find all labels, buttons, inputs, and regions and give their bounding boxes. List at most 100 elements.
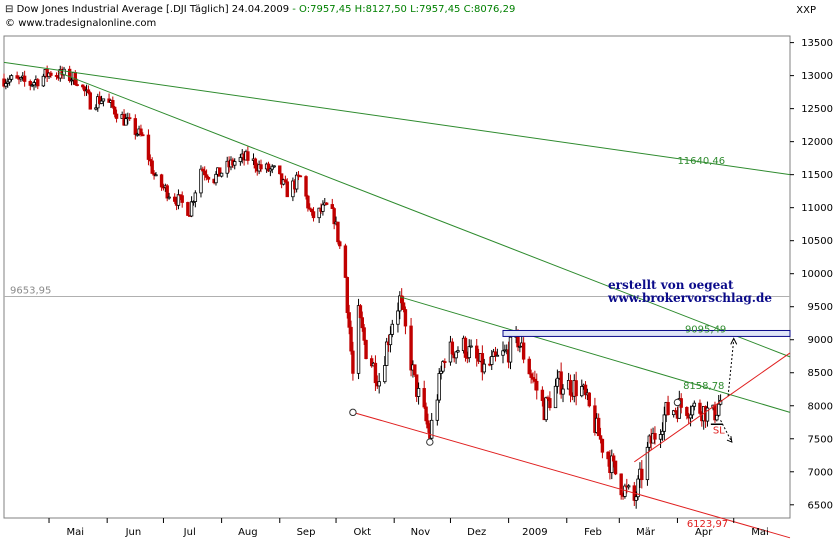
candle-body (469, 345, 473, 348)
candle-body (531, 377, 535, 380)
candle-body (28, 81, 32, 86)
header-marker: ⊟ (5, 4, 14, 15)
candle-body (111, 100, 115, 108)
candle-body (535, 380, 539, 391)
candle-body (135, 133, 139, 136)
y-axis: 6500 7000 7500 8000 8500 9000 9500 10000 10500 11… (790, 38, 833, 511)
candle-body (388, 333, 393, 346)
candle-body (146, 134, 151, 160)
drawing-overlays: 11640,46 9095,49 8158,78 6123,97 SL erstellt … (3, 61, 791, 539)
candle-body (189, 201, 194, 217)
candle-body (619, 473, 623, 496)
candle-body (360, 317, 364, 329)
candle-body (345, 277, 349, 313)
annotation-website: www.brokervorschlag.de (607, 291, 772, 305)
candle-body (373, 362, 378, 384)
high-label: H: (354, 4, 366, 15)
candle-body (308, 207, 312, 210)
candle-body (450, 341, 455, 355)
plot-frame (3, 35, 791, 519)
candle-body (583, 384, 588, 396)
candle-body (441, 361, 445, 372)
candle-body (671, 410, 676, 416)
candle-body (677, 398, 682, 419)
candle-body (383, 365, 387, 383)
candle-body (480, 353, 485, 373)
candle-body (298, 175, 303, 178)
candle-body (81, 84, 85, 88)
candle-body (152, 172, 156, 176)
candle-body (403, 309, 408, 327)
candle-body (475, 345, 479, 359)
x-tick-label: 2009 (522, 527, 547, 538)
candle-body (598, 435, 603, 440)
candle-body (369, 358, 374, 367)
candle-body (186, 202, 190, 216)
candle-body (204, 174, 209, 178)
candle-body (2, 78, 6, 87)
candle-body (75, 84, 79, 86)
candle-body (49, 72, 53, 76)
close-label: C: (463, 4, 474, 15)
candle-body (259, 164, 263, 170)
candle-body (141, 134, 145, 137)
trendline-lower-green (399, 296, 791, 413)
candle-body (416, 388, 421, 397)
candle-body (422, 388, 426, 408)
candle-body (176, 194, 181, 206)
candle-body (587, 392, 591, 407)
candle-body (561, 388, 565, 395)
candle-body (332, 208, 336, 225)
candle-body (218, 167, 222, 177)
candle-body (688, 414, 693, 419)
candle-body (127, 117, 132, 120)
candle-body (606, 451, 610, 460)
candle-body (139, 128, 143, 136)
candle-body (454, 351, 458, 359)
y-tick-label: 12500 (801, 104, 833, 115)
trendline-middle (58, 71, 791, 358)
candle-body (384, 341, 389, 366)
candle-body (112, 106, 117, 115)
candle-body (430, 419, 434, 439)
candle-body (634, 496, 638, 501)
period-label: Täglich] (189, 4, 229, 15)
candle-body (9, 75, 14, 80)
candle-body (6, 81, 10, 84)
candle-body (253, 158, 258, 169)
candle-body (124, 118, 128, 126)
candle-body (653, 433, 657, 440)
candle-body (692, 402, 697, 407)
candle-body (553, 385, 558, 409)
candlestick-series (2, 65, 723, 509)
open-value: 7957,45 (310, 4, 352, 15)
candle-body (636, 478, 640, 498)
candle-body (150, 160, 154, 174)
y-tick-label: 6500 (808, 500, 833, 511)
candle-body (36, 79, 40, 87)
candle-body (336, 221, 340, 243)
candle-body (666, 402, 670, 416)
candle-body (437, 373, 441, 401)
candle-body (82, 86, 87, 92)
candle-body (658, 434, 663, 440)
trendline-upper (3, 61, 791, 176)
candle-body (86, 89, 91, 94)
candle-body (580, 386, 584, 397)
candle-body (377, 381, 381, 387)
level-label-support: 6123,97 (687, 519, 728, 530)
candle-body (521, 342, 526, 360)
pivot-marker (426, 438, 434, 446)
candle-body (15, 75, 19, 79)
candle-body (165, 185, 169, 199)
candle-body (154, 174, 158, 177)
candle-body (32, 82, 36, 86)
candle-body (351, 350, 355, 374)
x-tick-label: Aug (238, 527, 258, 538)
candle-body (715, 414, 719, 421)
candle-body (413, 364, 417, 376)
ohlc-readout: - O:7957,45 H:8127,50 L:7957,45 C:8076,2… (292, 4, 516, 15)
candle-body (238, 157, 243, 162)
